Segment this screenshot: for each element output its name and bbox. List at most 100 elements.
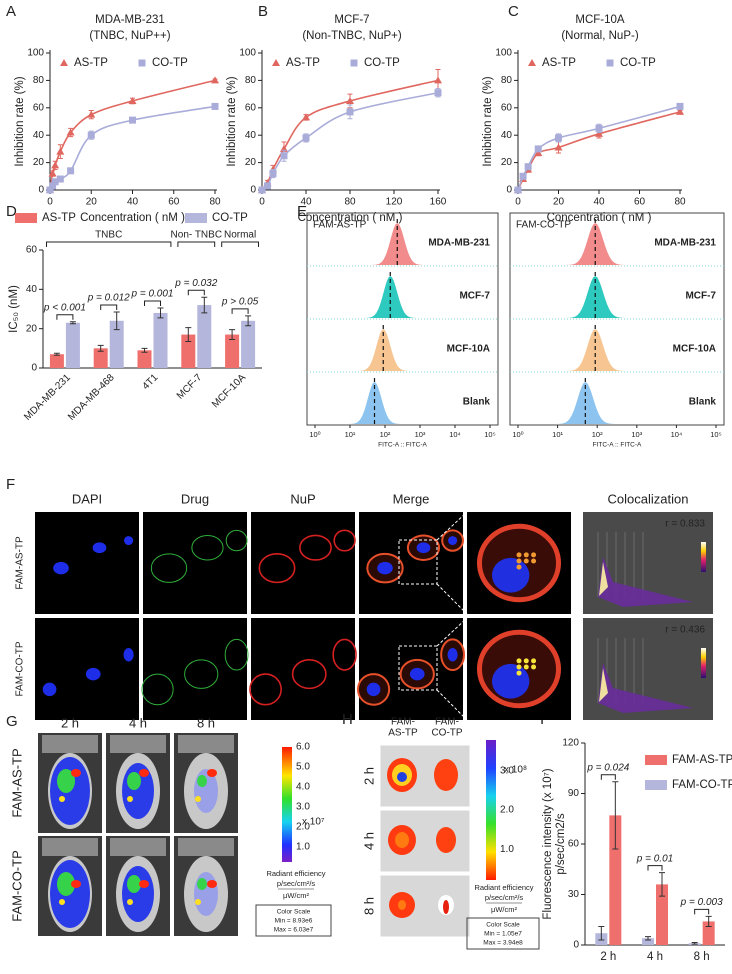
data-point xyxy=(554,143,563,151)
y-tick-label: 20 xyxy=(33,157,45,168)
sample-label: MDA-MB-231 xyxy=(654,238,716,249)
x-tick-label: 60 xyxy=(634,197,646,208)
data-point xyxy=(519,172,527,180)
significance-bracket xyxy=(144,300,161,307)
colorbar-tick-label: 6.0 xyxy=(296,742,310,753)
data-point xyxy=(87,110,96,118)
y-tick-label: 60 xyxy=(26,245,38,256)
x-tick-label: 60 xyxy=(168,197,180,208)
x-tick-label: 0 xyxy=(259,197,265,208)
colorbar-tick-label: 2.0 xyxy=(500,805,514,816)
colorbar-unit: Radiant efficiency xyxy=(474,883,533,892)
colorbar-unit: p/sec/cm²/s xyxy=(485,893,524,902)
data-point xyxy=(258,186,266,194)
y-tick-label: 100 xyxy=(239,48,256,59)
y-tick-label: 0 xyxy=(506,185,512,196)
row-label: 4 h xyxy=(361,832,376,850)
legend-swatch xyxy=(645,755,667,765)
x-tick-label: 10⁰ xyxy=(512,430,523,439)
cell-outline xyxy=(291,659,327,690)
nucleus xyxy=(416,542,431,554)
x-tick-label: 40 xyxy=(127,197,139,208)
data-point xyxy=(46,186,54,194)
organ-signal xyxy=(397,772,407,782)
coloc-surface xyxy=(599,668,608,702)
bar xyxy=(109,320,124,368)
color-scale-line: Min = 8.93e6 xyxy=(275,918,313,925)
zoom-spot xyxy=(531,664,537,670)
data-point xyxy=(211,76,219,84)
nucleus xyxy=(123,647,134,662)
y-axis-label: p/sec/cm2/s xyxy=(555,813,567,875)
y-tick-label: 40 xyxy=(33,130,45,141)
significance-bracket xyxy=(187,289,205,296)
legend-swatch xyxy=(185,213,207,223)
y-tick-label: 20 xyxy=(245,157,257,168)
legend-label: CO-TP xyxy=(620,57,656,69)
x-tick-label: 10² xyxy=(380,430,391,439)
mouse-image-bg xyxy=(110,735,166,753)
p-value: p = 0.01 xyxy=(636,853,673,864)
error-bar xyxy=(598,925,605,941)
y-tick-label: 80 xyxy=(33,75,45,86)
sample-label: Blank xyxy=(689,397,717,408)
color-scale-line: Min = 1.05e7 xyxy=(484,931,522,938)
legend-marker xyxy=(138,59,146,67)
column-header: AS-TP xyxy=(388,728,418,739)
colorbar-tick-label: 1.0 xyxy=(500,844,514,855)
zoom-spot xyxy=(516,552,522,558)
legend-marker xyxy=(272,59,280,66)
colorbar-unit: μW/cm² xyxy=(283,891,309,900)
y-tick-label: 20 xyxy=(26,323,38,334)
histogram xyxy=(315,276,490,318)
nucleus xyxy=(85,667,101,681)
signal xyxy=(122,763,154,819)
mouse-image-bg xyxy=(178,735,234,753)
data-point xyxy=(595,124,603,132)
signal xyxy=(57,872,75,896)
x-axis-label: Concentration ( nM ) xyxy=(298,212,403,224)
bar xyxy=(181,334,196,368)
colorbar-exponent: x 10⁸ xyxy=(504,765,527,776)
chart-subtitle: (TNBC, NuP++) xyxy=(89,30,170,42)
color-scale-box xyxy=(466,917,540,950)
error-bar xyxy=(659,872,665,897)
colorbar-tick-label: 1.0 xyxy=(296,842,310,853)
y-tick-label: 120 xyxy=(562,738,579,749)
column-header: FAM- xyxy=(391,717,415,728)
row-label: FAM-CO-TP xyxy=(9,850,24,922)
data-point xyxy=(280,152,288,160)
significance-bracket xyxy=(600,774,616,780)
bar xyxy=(49,354,64,368)
nucleus xyxy=(366,682,381,697)
bar xyxy=(137,350,152,368)
data-point xyxy=(595,129,603,137)
x-tick-label: 0 xyxy=(515,197,521,208)
bar xyxy=(197,305,212,368)
zoom-spot xyxy=(516,670,522,676)
x-tick-label: 20 xyxy=(553,197,565,208)
organ-signal xyxy=(434,759,458,791)
signal xyxy=(127,875,141,893)
error-bar xyxy=(245,315,252,327)
x-axis-label: FITC-A :: FITC-A xyxy=(593,442,642,449)
row-label: FAM-CO-TP xyxy=(15,641,26,696)
panel-label: D xyxy=(6,203,17,220)
x-tick-label: 10¹ xyxy=(345,430,356,439)
data-point xyxy=(524,163,532,171)
organ-signal xyxy=(398,900,406,910)
signal xyxy=(127,796,133,802)
zoom-spot xyxy=(523,552,529,558)
nucleus xyxy=(42,682,57,697)
cell-outline xyxy=(224,638,249,671)
organ-signal xyxy=(443,900,449,914)
significance-bracket xyxy=(56,314,74,320)
legend-swatch xyxy=(645,780,667,790)
zoom-spot xyxy=(516,564,522,570)
time-label: 4 h xyxy=(129,715,147,730)
error-bar xyxy=(113,311,120,331)
signal xyxy=(57,769,75,793)
significance-bracket xyxy=(231,308,249,314)
coefficient: r = 0.436 xyxy=(665,625,705,636)
p-value: p = 0.012 xyxy=(87,293,130,304)
